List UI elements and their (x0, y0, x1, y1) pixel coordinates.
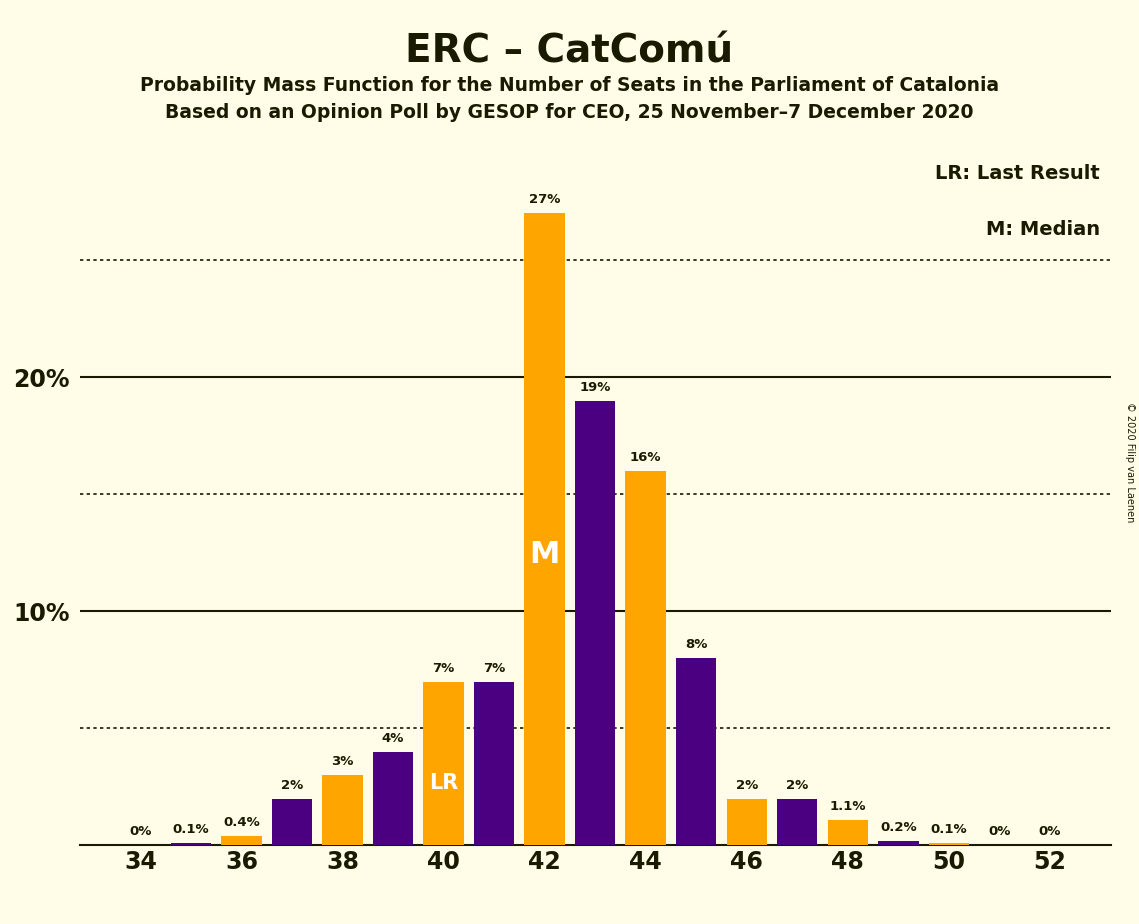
Text: 0%: 0% (129, 825, 151, 838)
Text: 0%: 0% (989, 825, 1010, 838)
Bar (928, 843, 969, 845)
Text: 8%: 8% (685, 638, 707, 651)
Text: 1.1%: 1.1% (829, 799, 866, 813)
Bar (372, 752, 413, 845)
Text: 7%: 7% (483, 662, 506, 675)
Text: M: M (530, 541, 559, 569)
Bar (424, 682, 464, 845)
Text: 0.4%: 0.4% (223, 816, 260, 829)
Text: 16%: 16% (630, 451, 662, 464)
Text: 7%: 7% (433, 662, 454, 675)
Text: 27%: 27% (528, 193, 560, 206)
Bar (322, 775, 362, 845)
Text: M: Median: M: Median (986, 221, 1100, 239)
Text: 2%: 2% (736, 779, 757, 792)
Text: 0.1%: 0.1% (173, 823, 210, 836)
Text: 2%: 2% (281, 779, 303, 792)
Text: 0.1%: 0.1% (931, 823, 967, 836)
Bar (828, 820, 868, 845)
Bar (777, 798, 818, 845)
Bar (575, 401, 615, 845)
Text: ERC – CatComú: ERC – CatComú (405, 32, 734, 70)
Text: 4%: 4% (382, 732, 404, 745)
Text: Based on an Opinion Poll by GESOP for CEO, 25 November–7 December 2020: Based on an Opinion Poll by GESOP for CE… (165, 103, 974, 123)
Bar (221, 836, 262, 845)
Text: © 2020 Filip van Laenen: © 2020 Filip van Laenen (1125, 402, 1134, 522)
Text: Probability Mass Function for the Number of Seats in the Parliament of Catalonia: Probability Mass Function for the Number… (140, 76, 999, 95)
Bar (474, 682, 515, 845)
Text: 0.2%: 0.2% (880, 821, 917, 833)
Text: LR: Last Result: LR: Last Result (935, 164, 1100, 183)
Text: 19%: 19% (580, 381, 611, 394)
Bar (625, 471, 666, 845)
Bar (272, 798, 312, 845)
Bar (675, 658, 716, 845)
Bar (171, 843, 211, 845)
Text: LR: LR (429, 773, 458, 793)
Bar (727, 798, 767, 845)
Text: 2%: 2% (786, 779, 809, 792)
Text: 0%: 0% (1039, 825, 1062, 838)
Bar (524, 213, 565, 845)
Text: 3%: 3% (331, 755, 354, 768)
Bar (878, 841, 918, 845)
